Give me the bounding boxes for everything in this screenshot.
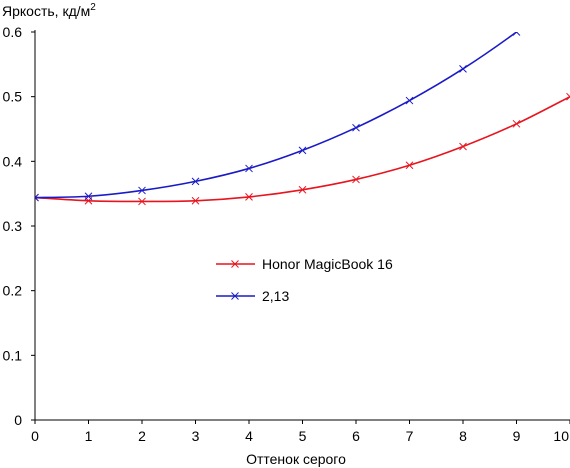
x-tick-label: 3 [192, 428, 200, 444]
x-tick-label: 9 [513, 428, 521, 444]
marker-stroke [191, 196, 200, 205]
marker-stroke [566, 95, 570, 101]
data-point-marker [405, 96, 414, 105]
data-point-marker [512, 119, 521, 128]
marker-stroke [515, 32, 521, 36]
y-tick-label: 0.4 [3, 153, 23, 169]
data-point-marker [566, 92, 570, 101]
data-point-marker [298, 146, 307, 155]
x-tick-label: 6 [352, 428, 360, 444]
data-point-marker [352, 175, 360, 184]
x-axis-title: Оттенок серого [246, 451, 346, 467]
y-tick-label: 0.2 [3, 283, 23, 299]
legend-label: Honor MagicBook 16 [262, 256, 393, 272]
marker-stroke [566, 92, 570, 98]
marker-stroke [405, 161, 414, 170]
x-tick-label: 1 [85, 428, 93, 444]
x-tick-label: 5 [299, 428, 307, 444]
x-tick-label: 8 [459, 428, 467, 444]
data-point-marker [35, 193, 39, 202]
data-point-marker [84, 192, 93, 201]
data-point-marker [191, 177, 200, 186]
data-point-marker [459, 65, 467, 73]
data-point-marker [512, 32, 521, 36]
marker-stroke [298, 146, 307, 155]
data-point-marker [352, 123, 360, 132]
marker-stroke [231, 260, 239, 268]
legend: Honor MagicBook 16 2,13 [216, 256, 393, 304]
marker-stroke [459, 142, 467, 151]
axes [34, 30, 570, 421]
marker-stroke [459, 65, 467, 73]
marker-stroke [352, 175, 360, 184]
marker-stroke [245, 164, 253, 173]
marker-stroke [138, 186, 146, 195]
marker-stroke [138, 197, 146, 206]
marker-stroke [191, 177, 200, 186]
marker-stroke [512, 119, 521, 128]
x-tick-label: 7 [406, 428, 414, 444]
series-line [35, 95, 570, 203]
marker-stroke [512, 32, 518, 36]
marker-stroke [35, 196, 39, 202]
legend-swatch-marker [231, 260, 239, 268]
x-tick-label: 0 [31, 428, 39, 444]
series-honor-magicbook-16 [35, 92, 570, 206]
legend-swatch-marker [231, 292, 239, 300]
x-tick-label: 10 [553, 428, 569, 444]
y-tick-label: 0.6 [3, 24, 23, 40]
y-tick-label: 0.5 [3, 89, 23, 105]
data-point-marker [459, 142, 467, 151]
marker-stroke [245, 193, 253, 201]
series-gamma-2-13 [35, 32, 521, 202]
data-point-marker [138, 197, 146, 206]
data-point-marker [245, 164, 253, 173]
y-axis-ticks: 0 0.1 0.2 0.3 0.4 0.5 0.6 [3, 24, 35, 428]
series-layer [35, 32, 570, 206]
data-point-marker [405, 161, 414, 170]
y-axis-title: Яркость, кд/м2 [2, 2, 96, 19]
y-tick-label: 0 [14, 412, 22, 428]
data-point-marker [138, 186, 146, 195]
marker-stroke [231, 292, 239, 300]
data-point-marker [191, 196, 200, 205]
y-axis-title-superscript: 2 [90, 2, 96, 13]
marker-stroke [352, 123, 360, 132]
legend-label: 2,13 [262, 288, 289, 304]
marker-stroke [84, 192, 93, 201]
marker-stroke [405, 96, 414, 105]
marker-stroke [35, 193, 39, 199]
x-tick-label: 4 [245, 428, 253, 444]
data-point-marker [245, 193, 253, 201]
x-tick-label: 2 [138, 428, 146, 444]
y-axis-title-text: Яркость, кд/м [2, 3, 90, 19]
legend-item: 2,13 [216, 288, 289, 304]
marker-stroke [298, 185, 307, 194]
y-tick-label: 0.3 [3, 218, 23, 234]
data-point-marker [298, 185, 307, 194]
legend-item: Honor MagicBook 16 [216, 256, 393, 272]
x-axis-ticks: 0 1 2 3 4 5 6 7 8 9 10 [31, 420, 570, 444]
y-tick-label: 0.1 [3, 347, 23, 363]
series-line [35, 32, 518, 199]
